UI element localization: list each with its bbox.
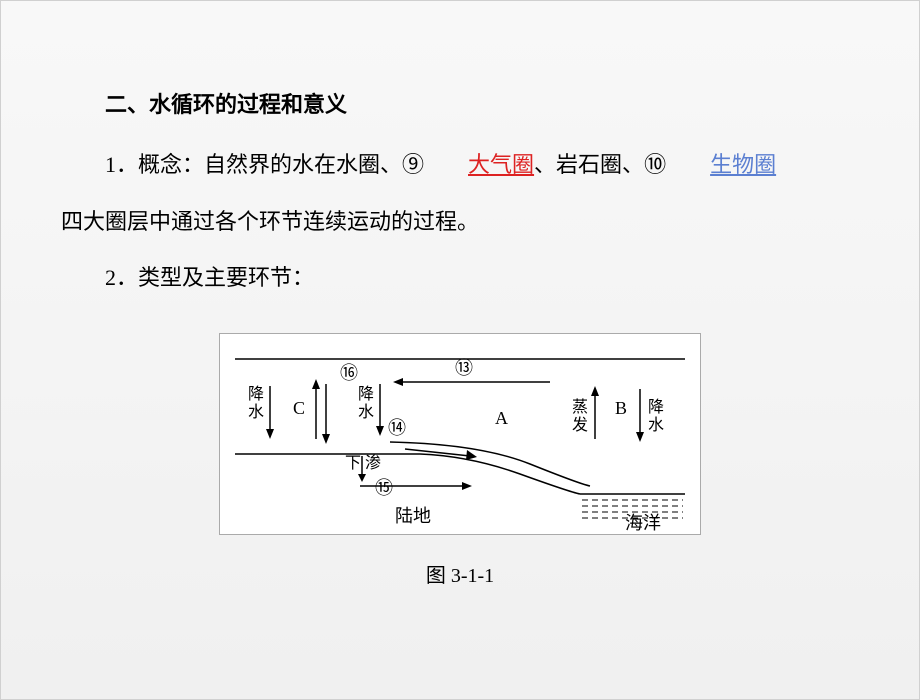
infil-char-1: 下 bbox=[345, 455, 361, 472]
fill-9: 大气圈 bbox=[424, 141, 534, 189]
rain-char-2-right: 水 bbox=[648, 416, 664, 434]
rain-char-1-right: 降 bbox=[648, 398, 664, 416]
paragraph-2: 2．类型及主要环节： bbox=[61, 254, 859, 302]
circled-9: ⑨ bbox=[402, 152, 424, 177]
evap-char-1: 蒸 bbox=[572, 398, 588, 416]
rain-char-1-mid: 降 bbox=[358, 385, 374, 403]
para1-prefix: 1．概念：自然界的水在水圈、 bbox=[105, 152, 402, 177]
paragraph-1-cont: 四大圈层中通过各个环节连续运动的过程。 bbox=[61, 198, 859, 246]
water-cycle-diagram: 降 水 C ⑯ 降 水 ⑭ bbox=[219, 333, 701, 535]
infil-char-2: 渗 bbox=[365, 454, 381, 472]
ocean-label: 海洋 bbox=[625, 513, 661, 533]
figure-container: 降 水 C ⑯ 降 水 ⑭ bbox=[61, 333, 859, 598]
circled-13: ⑬ bbox=[455, 358, 473, 378]
rain-char-2-left: 水 bbox=[248, 403, 264, 421]
figure-caption: 图 3-1-1 bbox=[61, 554, 859, 598]
circled-16: ⑯ bbox=[340, 363, 358, 383]
circled-15: ⑮ bbox=[375, 478, 393, 498]
land-label: 陆地 bbox=[395, 506, 431, 526]
circled-14: ⑭ bbox=[388, 418, 406, 438]
circled-10: ⑩ bbox=[644, 152, 666, 177]
label-B: B bbox=[615, 398, 627, 418]
rain-char-2-mid: 水 bbox=[358, 403, 374, 421]
label-A: A bbox=[495, 408, 508, 428]
section-heading: 二、水循环的过程和意义 bbox=[61, 81, 859, 129]
diagram-svg: 降 水 C ⑯ 降 水 ⑭ bbox=[220, 334, 700, 534]
para1-mid: 、岩石圈、 bbox=[534, 152, 644, 177]
evap-char-2: 发 bbox=[572, 416, 588, 434]
label-C: C bbox=[293, 398, 305, 418]
rain-char-1-left: 降 bbox=[248, 385, 264, 403]
para1-cont-text: 四大圈层中通过各个环节连续运动的过程。 bbox=[61, 209, 479, 234]
paragraph-1: 1．概念：自然界的水在水圈、⑨大气圈、岩石圈、⑩生物圈 bbox=[61, 141, 859, 189]
fill-10: 生物圈 bbox=[666, 141, 776, 189]
